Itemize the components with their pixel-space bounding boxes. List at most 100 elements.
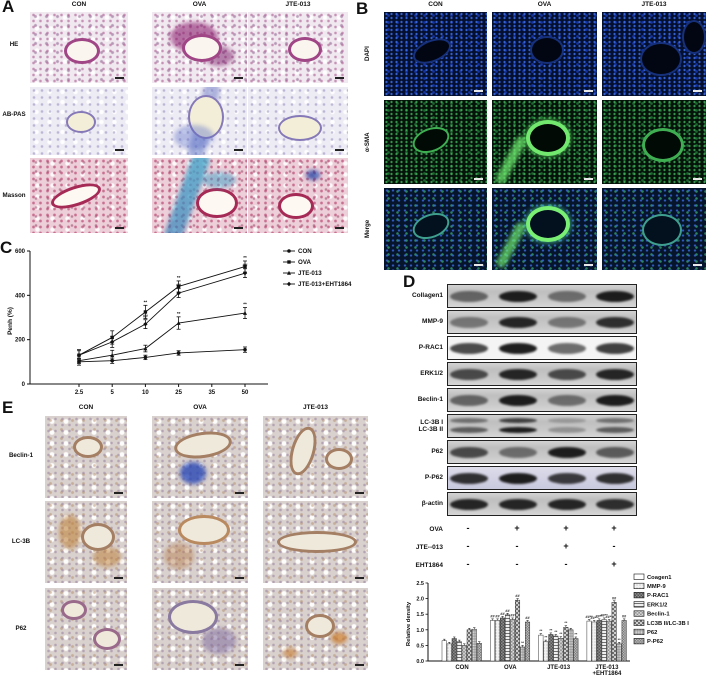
micrograph-ihc-p62-ova [152, 588, 248, 670]
svg-text:**: ** [618, 638, 621, 642]
svg-text:**: ** [564, 621, 567, 625]
micrograph-ihc-p62-jte013 [263, 588, 368, 670]
blot-band [548, 368, 586, 380]
micrograph-ihc-p62-con [45, 588, 127, 670]
blot-band [596, 316, 634, 328]
svg-text:Coagen1: Coagen1 [647, 575, 672, 581]
svg-text:**: ** [554, 630, 557, 634]
svg-text:**: ** [177, 311, 181, 316]
blot-band [548, 498, 586, 510]
scale-bar [693, 90, 702, 92]
micrograph-ihc-lc3b-con [45, 501, 127, 583]
blot-image [447, 414, 637, 438]
blot-target-label: MMP-9 [422, 318, 443, 326]
svg-text:Relative density: Relative density [406, 601, 412, 646]
condition-label: OVA [429, 526, 443, 534]
blot-band [596, 498, 634, 510]
svg-text:600: 600 [15, 249, 26, 255]
blot-band [450, 446, 488, 458]
penh-line-chart: 0 200 400 600 2.5 5 10 25 35 50 Penh (%) CON ** ** ** O… [7, 248, 352, 396]
svg-text:##: ## [500, 612, 505, 616]
blot-target-label: P-RAC1 [418, 344, 443, 352]
blot-band [548, 342, 586, 354]
svg-text:P62: P62 [647, 630, 657, 636]
scale-bar [235, 664, 244, 666]
svg-text:##: ## [176, 283, 182, 288]
blot-band [450, 394, 488, 406]
blot-band [548, 427, 586, 433]
scale-bar [474, 178, 483, 180]
blot-image [447, 362, 637, 386]
airway-shape [81, 523, 115, 551]
airway-shape [409, 122, 453, 158]
micrograph-dapi-jte013 [602, 12, 706, 96]
blot-band [499, 498, 537, 510]
blot-band [450, 316, 488, 328]
blot-band [548, 418, 586, 423]
svg-text:25: 25 [175, 390, 182, 396]
airway-shape [642, 214, 682, 246]
condition-sign: - [466, 541, 470, 551]
blot-band [596, 368, 634, 380]
airway-shape [168, 600, 218, 634]
micrograph-dapi-con [384, 12, 487, 96]
airway-shape [172, 428, 234, 462]
panel-b-row-sma: α-SMA [364, 132, 371, 152]
panel-b-row-dapi: DAPI [364, 46, 371, 62]
blot-target-label: ERK1/2 [420, 370, 443, 378]
scale-bar [335, 77, 344, 79]
blot-image [447, 388, 637, 412]
blot-band [548, 316, 586, 328]
western-blot-panel: Collagen1 MMP-9 P-RAC1 ERK1/2 Beclin-1 LC-3B … [385, 284, 655, 584]
scale-bar [355, 664, 364, 666]
scale-bar [335, 149, 344, 151]
svg-text:LC3B II/LC-3B I: LC3B II/LC-3B I [647, 621, 689, 627]
blot-target-label: P62 [431, 448, 443, 456]
svg-text:##: ## [612, 596, 617, 600]
blot-row: Beclin-1 [385, 388, 637, 412]
blot-band [596, 427, 634, 433]
svg-text:**: ** [177, 275, 181, 280]
staining-blob [180, 462, 206, 484]
scale-bar [693, 264, 702, 266]
panel-b-row-merge: Merge [364, 219, 371, 239]
micrograph-sma-con [384, 100, 487, 184]
blot-band [499, 368, 537, 380]
scale-bar [114, 577, 123, 579]
airway-shape [530, 36, 564, 64]
blot-band [548, 472, 586, 484]
svg-text:CON: CON [455, 665, 468, 671]
condition-row: OVA - + + + [385, 523, 635, 536]
condition-signs: - - - + [447, 559, 635, 572]
blot-row: LC-3B I LC-3B II [385, 414, 637, 438]
blot-row: P62 [385, 440, 637, 464]
svg-text:##: ## [495, 614, 500, 618]
blot-band [499, 394, 537, 406]
panel-b-col-jte: JTE-013 [641, 1, 667, 8]
micrograph-abpas-jte013 [248, 87, 348, 155]
svg-text:**: ** [521, 641, 524, 645]
airway-shape [61, 600, 87, 620]
micrograph-masson-con [30, 158, 128, 233]
svg-text:2.5: 2.5 [416, 581, 424, 587]
blot-band [596, 446, 634, 458]
panel-a-col-con: CON [71, 1, 87, 8]
svg-text:JTE-013+EHT1864: JTE-013+EHT1864 [592, 665, 622, 677]
blot-image [447, 336, 637, 360]
svg-text:**: ** [144, 299, 148, 304]
condition-signs: - + + + [447, 523, 635, 536]
svg-text:**: ** [544, 636, 547, 640]
micrograph-ihc-beclin-ova [152, 416, 248, 498]
micrograph-abpas-con [30, 87, 128, 155]
blot-band [450, 498, 488, 510]
svg-text:1.0: 1.0 [416, 628, 424, 634]
panel-e-col-ova: OVA [193, 404, 207, 411]
airway-shape [64, 38, 100, 64]
micrograph-he-ova [152, 12, 247, 83]
airway-shape [642, 128, 684, 162]
micrograph-merge-jte013 [602, 188, 706, 270]
condition-sign: + [563, 541, 569, 551]
svg-text:MMP-9: MMP-9 [647, 584, 666, 590]
blot-image [447, 440, 637, 464]
